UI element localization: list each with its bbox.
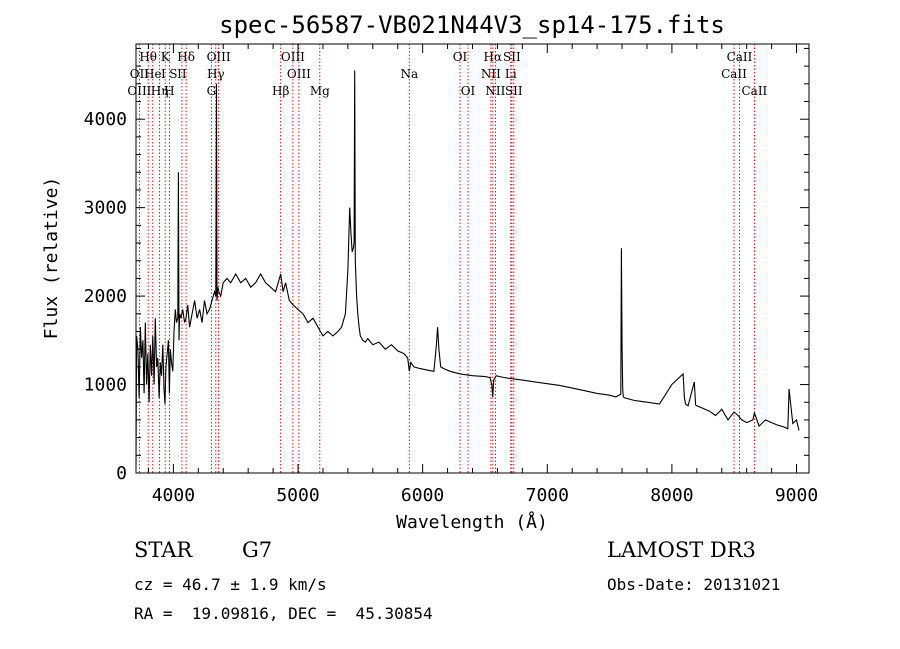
coordinates: RA = 19.09816, DEC = 45.30854 (134, 604, 433, 623)
x-tick-label: 5000 (276, 485, 319, 506)
line-label: H (164, 84, 174, 98)
x-tick-label: 9000 (775, 485, 818, 506)
observation-date: Obs-Date: 20131021 (607, 575, 781, 594)
x-tick-label: 7000 (526, 485, 569, 506)
line-label: OIII (207, 50, 231, 64)
line-label: Hθ (139, 50, 157, 64)
line-label: S (169, 67, 177, 81)
line-label: Li (505, 67, 517, 81)
line-label: OIII (127, 84, 151, 98)
line-label: OIII (287, 67, 311, 81)
line-label: II (177, 67, 187, 81)
line-label: Hγ (207, 67, 225, 81)
object-class: STAR (134, 538, 193, 562)
line-label: CaII (721, 67, 747, 81)
plot-frame (135, 43, 810, 474)
y-axis-label: Flux (relative) (41, 177, 62, 340)
x-tick-label: 4000 (152, 485, 195, 506)
y-tick-labels: 0 1000 2000 3000 4000 (84, 109, 127, 484)
line-label: Hα (484, 50, 503, 64)
line-label: OII (130, 67, 150, 81)
spectrum-line (135, 70, 800, 465)
line-label: Na (400, 67, 418, 81)
line-label: SII (503, 50, 521, 64)
line-label: Hδ (177, 50, 195, 64)
y-tick-label: 3000 (84, 198, 127, 219)
line-label: NII (485, 84, 505, 98)
line-label: Hβ (272, 84, 289, 98)
line-label: NII (481, 67, 501, 81)
line-label: CaII (727, 50, 753, 64)
line-label: OI (453, 50, 468, 64)
y-tick-label: 0 (116, 463, 127, 484)
axis-ticks (136, 44, 809, 473)
line-label: CaII (741, 84, 767, 98)
line-label: OIII (281, 50, 305, 64)
y-tick-label: 2000 (84, 286, 127, 307)
line-label: K (161, 50, 171, 64)
line-label: He (144, 67, 162, 81)
survey-name: LAMOST DR3 (607, 538, 756, 562)
x-tick-label: 8000 (650, 485, 693, 506)
line-label: Hη (151, 84, 169, 98)
object-subclass: G7 (242, 538, 273, 562)
y-tick-label: 1000 (84, 375, 127, 396)
chart-title: spec-56587-VB021N44V3_sp14-175.fits (219, 11, 725, 39)
line-label: I (161, 67, 166, 81)
y-tick-label: 4000 (84, 109, 127, 130)
x-tick-labels: 4000 5000 6000 7000 8000 9000 (152, 485, 818, 506)
line-label: Mg (310, 84, 330, 98)
line-label: OI (461, 84, 476, 98)
spectral-line-markers (138, 44, 755, 473)
line-label: SII (505, 84, 523, 98)
x-tick-label: 6000 (401, 485, 444, 506)
x-axis-label: Wavelength (Å) (396, 511, 548, 533)
redshift-value: cz = 46.7 ± 1.9 km/s (134, 575, 327, 594)
line-label: G (207, 84, 217, 98)
